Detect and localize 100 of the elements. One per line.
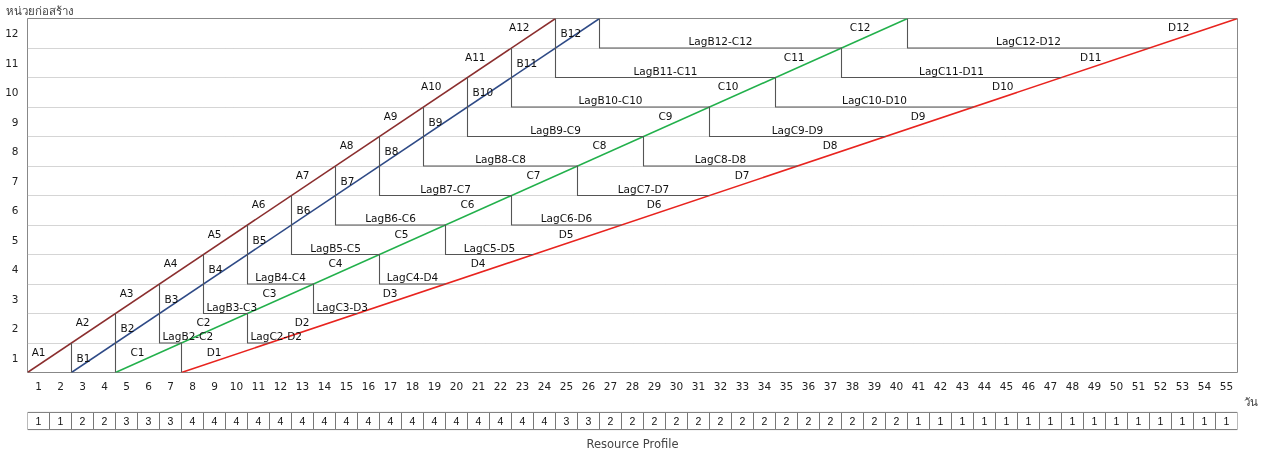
- x-tick-label: 26: [581, 379, 596, 392]
- x-tick-label: 12: [273, 379, 288, 392]
- annotation: C11: [783, 50, 805, 63]
- data-label: 2: [79, 415, 86, 427]
- data-label: 1: [1113, 415, 1120, 427]
- annotation: B4: [208, 263, 223, 276]
- annotation: A1: [31, 345, 46, 358]
- data-label: 1: [981, 415, 988, 427]
- x-tick-label: 19: [427, 379, 442, 392]
- y-tick-label: 5: [11, 233, 19, 246]
- data-label: 4: [453, 415, 460, 427]
- data-label: 1: [1025, 415, 1032, 427]
- annotation: B9: [428, 115, 443, 128]
- annotation: LagB12-C12: [688, 35, 753, 47]
- annotation: D9: [910, 109, 926, 122]
- data-label: 4: [189, 415, 196, 427]
- annotation: LagC3-D3: [316, 300, 369, 313]
- annotation: A3: [119, 286, 134, 299]
- annotation: D4: [470, 257, 486, 270]
- annotation: D10: [992, 80, 1014, 93]
- annotation: D3: [382, 286, 398, 299]
- data-label: 2: [849, 415, 856, 427]
- x-tick-label: 21: [471, 379, 486, 392]
- x-tick-label: 8: [189, 379, 196, 392]
- data-label: 2: [607, 415, 614, 427]
- x-tick-label: 7: [167, 379, 174, 392]
- x-axis-title: วัน: [1243, 394, 1258, 409]
- x-tick-label: 51: [1131, 379, 1146, 392]
- x-tick-label: 15: [339, 379, 354, 392]
- data-label: 1: [1223, 415, 1230, 427]
- annotation: LagB7-C7: [420, 182, 471, 195]
- annotation: A11: [464, 50, 486, 63]
- data-label: 2: [739, 415, 746, 427]
- data-label: 3: [145, 415, 152, 427]
- x-tick-label: 33: [735, 379, 750, 392]
- annotation: C1: [130, 345, 145, 358]
- x-tick-label: 2: [57, 379, 64, 392]
- x-tick-label: 38: [845, 379, 860, 392]
- data-label: 4: [475, 415, 482, 427]
- annotation: LagB9-C9: [530, 123, 581, 136]
- x-tick-label: 48: [1065, 379, 1080, 392]
- x-tick-label: 47: [1043, 379, 1058, 392]
- x-tick-label: 32: [713, 379, 728, 392]
- x-tick-label: 29: [647, 379, 662, 392]
- annotation: B7: [340, 174, 355, 187]
- x-tick-label: 43: [955, 379, 970, 392]
- y-tick-label: 1: [11, 351, 19, 364]
- y-tick-label: 12: [5, 27, 19, 40]
- x-tick-label: 13: [295, 379, 310, 392]
- annotation: LagB4-C4: [255, 271, 307, 283]
- data-label: 1: [937, 415, 944, 427]
- data-label: 2: [101, 415, 108, 427]
- annotation: LagB6-C6: [365, 212, 417, 224]
- annotation: C4: [328, 257, 343, 270]
- data-label: 4: [255, 415, 262, 427]
- data-label: 4: [277, 415, 284, 427]
- x-tick-label: 16: [361, 379, 376, 392]
- annotation: LagB3-C3: [206, 300, 258, 313]
- annotation: D8: [822, 139, 838, 152]
- x-tick-label: 52: [1153, 379, 1168, 392]
- x-tick-label: 23: [515, 379, 530, 392]
- x-tick-label: 11: [251, 379, 266, 392]
- x-tick-label: 44: [977, 379, 992, 392]
- data-label: 1: [1091, 415, 1098, 427]
- x-tick-label: 4: [101, 379, 109, 392]
- data-label: 4: [365, 415, 372, 427]
- x-tick-label: 55: [1219, 379, 1234, 392]
- data-label: 1: [1003, 415, 1010, 427]
- x-tick-label: 36: [801, 379, 816, 392]
- annotation: B8: [384, 145, 399, 158]
- annotation: LagC7-D7: [617, 182, 670, 195]
- annotation: D2: [294, 316, 310, 329]
- data-label: 1: [1069, 415, 1076, 427]
- annotation: D5: [558, 227, 574, 240]
- annotation: C5: [394, 227, 409, 240]
- data-label: 2: [761, 415, 768, 427]
- x-tick-label: 3: [79, 379, 86, 392]
- data-label: 2: [805, 415, 812, 427]
- annotation: A9: [383, 109, 398, 122]
- annotation: LagC10-D10: [842, 94, 907, 106]
- x-tick-label: 24: [537, 379, 552, 392]
- data-label: 4: [321, 415, 328, 427]
- data-label: 2: [893, 415, 900, 427]
- annotation: B2: [120, 322, 135, 335]
- annotation: LagC6-D6: [540, 212, 593, 224]
- data-label: 3: [563, 415, 570, 427]
- data-label: 4: [497, 415, 504, 427]
- y-tick-label: 10: [5, 86, 19, 99]
- annotation: B6: [296, 204, 311, 217]
- data-label: 4: [541, 415, 548, 427]
- annotation: C2: [196, 316, 211, 329]
- y-tick-label: 3: [11, 292, 19, 305]
- annotation: A5: [207, 227, 222, 240]
- data-label: 1: [1135, 415, 1142, 427]
- x-tick-label: 22: [493, 379, 508, 392]
- annotation: LagC5-D5: [463, 241, 516, 254]
- annotation: C6: [460, 198, 475, 211]
- annotation: D7: [734, 168, 750, 181]
- data-label: 4: [343, 415, 350, 427]
- annotation: LagC12-D12: [996, 35, 1061, 47]
